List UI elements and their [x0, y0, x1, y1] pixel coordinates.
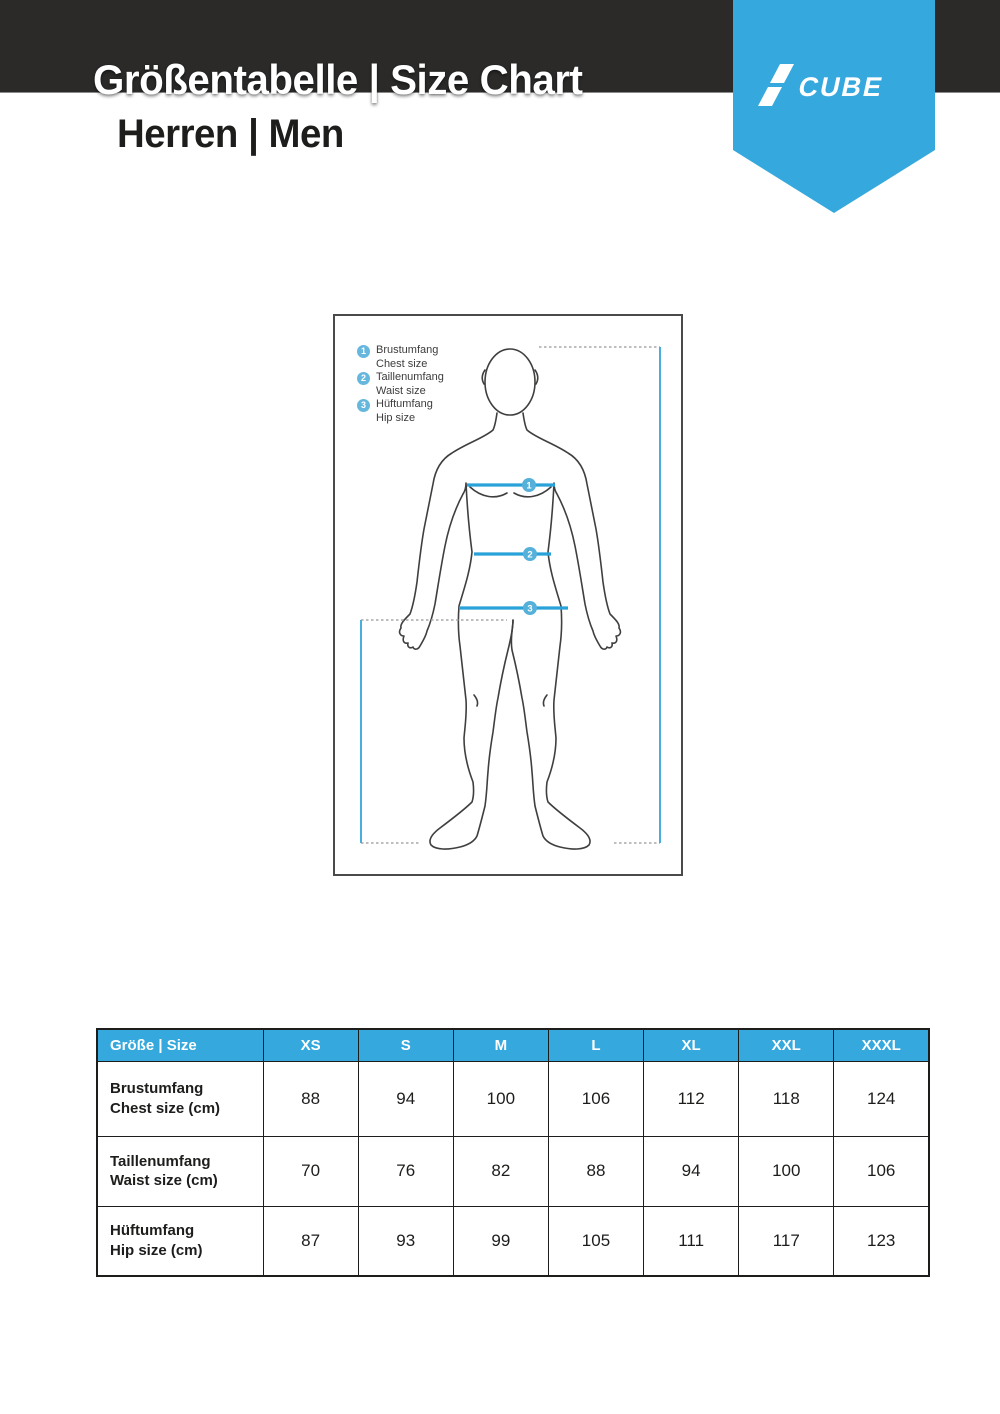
legend-waist-en: Waist size: [376, 384, 426, 397]
legend-item-hip: 3 Hüftumfang Hip size: [357, 398, 444, 425]
legend-chest-en: Chest size: [376, 357, 428, 370]
body-figure: 1 2 3: [360, 346, 661, 850]
hip-xxxl: 123: [833, 1205, 930, 1277]
chest-s: 94: [357, 1060, 454, 1137]
chest-m: 100: [452, 1060, 549, 1137]
chest-xl: 112: [643, 1060, 740, 1137]
legend-badge-3: 3: [357, 398, 370, 412]
ribbon-shape: [733, 0, 935, 213]
hip-xs: 87: [262, 1205, 359, 1277]
chest-xxl: 118: [738, 1060, 835, 1137]
hip-xl: 111: [643, 1205, 740, 1277]
table-row-chest: Brustumfang Chest size (cm) 88 94 100 10…: [96, 1060, 930, 1137]
measure-line-badges: 1 2 3: [522, 478, 537, 615]
chest-xxxl: 124: [833, 1060, 930, 1137]
legend-badge-2: 2: [357, 371, 370, 385]
brand-ribbon: CUBE: [733, 0, 935, 213]
hip-m: 99: [452, 1205, 549, 1277]
measurement-diagram: 1 2 3 1 Brustumfang Chest size 2 Taillen…: [333, 314, 683, 876]
col-header-l: L: [547, 1028, 645, 1062]
row-label-waist: Taillenumfang Waist size (cm): [96, 1135, 264, 1207]
cube-logo-icon: [758, 64, 794, 106]
col-header-xxxl: XXXL: [833, 1028, 930, 1062]
waist-s: 76: [357, 1135, 454, 1207]
legend-chest-de: Brustumfang: [376, 344, 439, 356]
table-row-hip: Hüftumfang Hip size (cm) 87 93 99 105 11…: [96, 1205, 930, 1277]
waist-m: 82: [452, 1135, 549, 1207]
hip-l: 105: [547, 1205, 645, 1277]
page-subtitle: Herren | Men: [117, 112, 344, 156]
waist-xxl: 100: [738, 1135, 835, 1207]
col-header-s: S: [357, 1028, 454, 1062]
legend-item-chest: 1 Brustumfang Chest size: [357, 344, 444, 371]
hip-line-badge: 3: [527, 604, 532, 615]
hip-xxl: 117: [738, 1205, 835, 1277]
waist-xs: 70: [262, 1135, 359, 1207]
col-header-xxl: XXL: [738, 1028, 835, 1062]
row-label-chest: Brustumfang Chest size (cm): [96, 1060, 264, 1137]
col-header-m: M: [452, 1028, 549, 1062]
figure-head: [484, 348, 536, 416]
chest-xs: 88: [262, 1060, 359, 1137]
chest-l: 106: [547, 1060, 645, 1137]
legend-badge-1: 1: [357, 344, 370, 358]
legend-item-waist: 2 Taillenumfang Waist size: [357, 371, 444, 398]
legend-hip-en: Hip size: [376, 411, 416, 424]
figure-right-outline: [510, 412, 622, 850]
hip-s: 93: [357, 1205, 454, 1277]
row-label-hip: Hüftumfang Hip size (cm): [96, 1205, 264, 1277]
waist-xl: 94: [643, 1135, 740, 1207]
table-row-waist: Taillenumfang Waist size (cm) 70 76 82 8…: [96, 1135, 930, 1207]
waist-xxxl: 106: [833, 1135, 930, 1207]
size-table-header-row: Größe | Size XS S M L XL XXL XXXL: [96, 1028, 930, 1062]
waist-line-badge: 2: [527, 550, 532, 561]
measurement-legend: 1 Brustumfang Chest size 2 Taillenumfang…: [357, 344, 444, 425]
legend-hip-de: Hüftumfang: [376, 398, 433, 410]
legend-waist-de: Taillenumfang: [376, 371, 444, 383]
brand-wordmark: CUBE: [796, 71, 887, 102]
page-title: Größentabelle | Size Chart: [93, 56, 583, 103]
size-table: Größe | Size XS S M L XL XXL XXXL Brustu…: [96, 1028, 930, 1277]
figure-left-outline: [398, 412, 514, 850]
col-header-size: Größe | Size: [96, 1028, 264, 1062]
col-header-xl: XL: [643, 1028, 740, 1062]
waist-l: 88: [547, 1135, 645, 1207]
col-header-xs: XS: [262, 1028, 359, 1062]
chest-line-badge: 1: [526, 481, 532, 492]
